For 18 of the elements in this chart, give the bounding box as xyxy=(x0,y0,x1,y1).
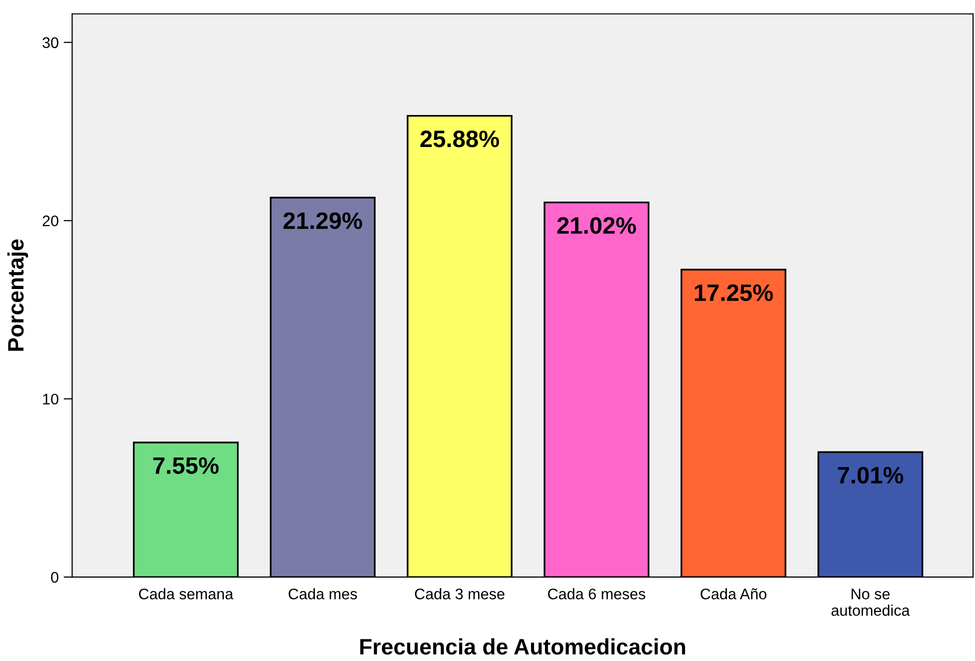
x-tick-label: Cada 6 meses xyxy=(548,588,646,600)
x-axis-title: Frecuencia de Automedicacion xyxy=(360,638,686,655)
data-label: 25.88% xyxy=(420,130,500,148)
data-label: 21.29% xyxy=(283,212,362,230)
x-tick-label: Cada semana xyxy=(139,588,234,600)
x-tick-label: Cada mes xyxy=(288,588,357,600)
data-label: 17.25% xyxy=(694,284,773,302)
x-tick-label: Cada Año xyxy=(700,588,766,600)
data-label: 21.02% xyxy=(557,217,636,234)
x-tick-label: Cada 3 mese xyxy=(414,588,504,600)
data-label: 7.01% xyxy=(838,466,904,484)
y-axis-title: Porcentaje xyxy=(7,239,28,351)
x-tick-label: No se automedica xyxy=(832,588,910,616)
y-tick-label: 30 xyxy=(42,37,58,48)
data-label: 7.55% xyxy=(153,457,219,474)
y-tick-label: 10 xyxy=(43,394,58,405)
y-tick-label: 0 xyxy=(51,572,58,583)
y-tick-label: 20 xyxy=(42,215,58,226)
